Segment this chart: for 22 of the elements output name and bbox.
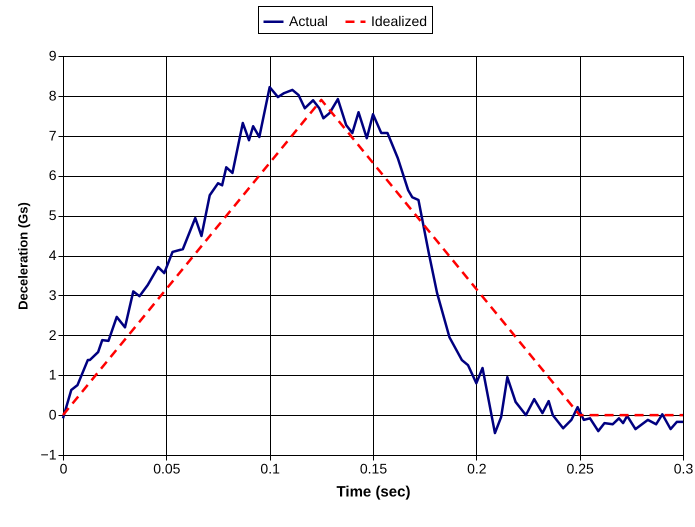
x-tick-label: 0.15 (360, 460, 388, 476)
y-tick-label: 3 (48, 286, 57, 303)
y-tick-label: −1 (40, 446, 57, 462)
y-tick-label: 4 (48, 247, 57, 263)
x-axis-title: Time (sec) (336, 484, 410, 500)
y-tick-label: 0 (48, 406, 57, 423)
x-tick-label: 0.05 (153, 460, 181, 476)
y-tick-label: 7 (48, 127, 57, 144)
y-tick-label: 1 (48, 366, 57, 383)
legend-label: Actual (289, 12, 328, 29)
y-tick-label: 9 (48, 48, 57, 64)
legend-label: Idealized (371, 12, 428, 29)
y-tick-label: 6 (48, 167, 57, 184)
x-tick-label: 0.1 (260, 460, 280, 476)
x-tick-label: 0.25 (566, 460, 594, 476)
x-tick-label: 0.2 (467, 460, 487, 476)
x-tick-label: 0.3 (674, 460, 694, 476)
y-tick-label: 5 (48, 207, 57, 224)
y-tick-label: 8 (48, 87, 57, 104)
y-axis-title: Deceleration (Gs) (16, 202, 31, 310)
y-tick-label: 2 (48, 326, 57, 343)
x-tick-label: 0 (60, 460, 68, 476)
